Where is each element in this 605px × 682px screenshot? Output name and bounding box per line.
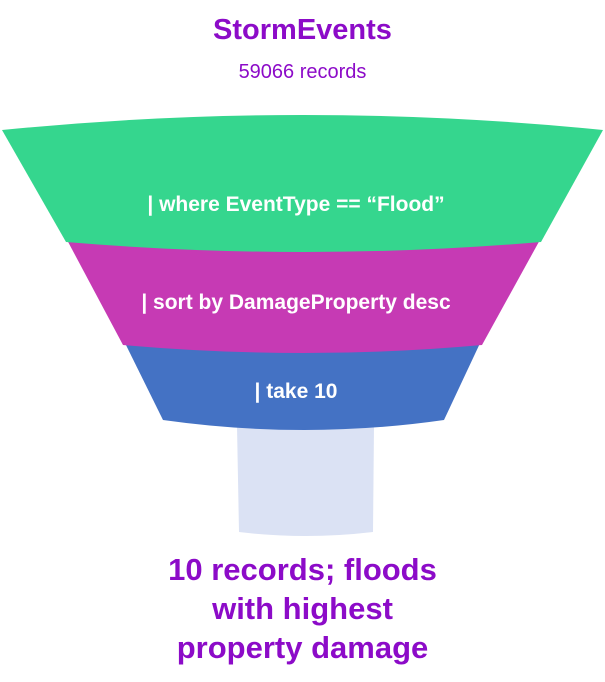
funnel-output-spout	[237, 426, 374, 536]
result-line: property damage	[176, 630, 429, 665]
record-count: 59066 records	[238, 61, 367, 83]
result-line: 10 records; floods	[168, 552, 437, 587]
funnel-stage-where	[2, 115, 603, 252]
funnel-stage-take	[123, 339, 482, 430]
funnel-stage-sort	[66, 238, 541, 353]
source-table-title: StormEvents	[213, 14, 392, 46]
stage-label-sort: | sort by DamageProperty desc	[141, 291, 451, 314]
result-summary: 10 records; floods with highest property…	[0, 550, 605, 667]
result-line: with highest	[212, 591, 393, 626]
stage-label-take: | take 10	[255, 380, 338, 403]
stage-label-where: | where EventType == “Flood”	[147, 193, 444, 216]
